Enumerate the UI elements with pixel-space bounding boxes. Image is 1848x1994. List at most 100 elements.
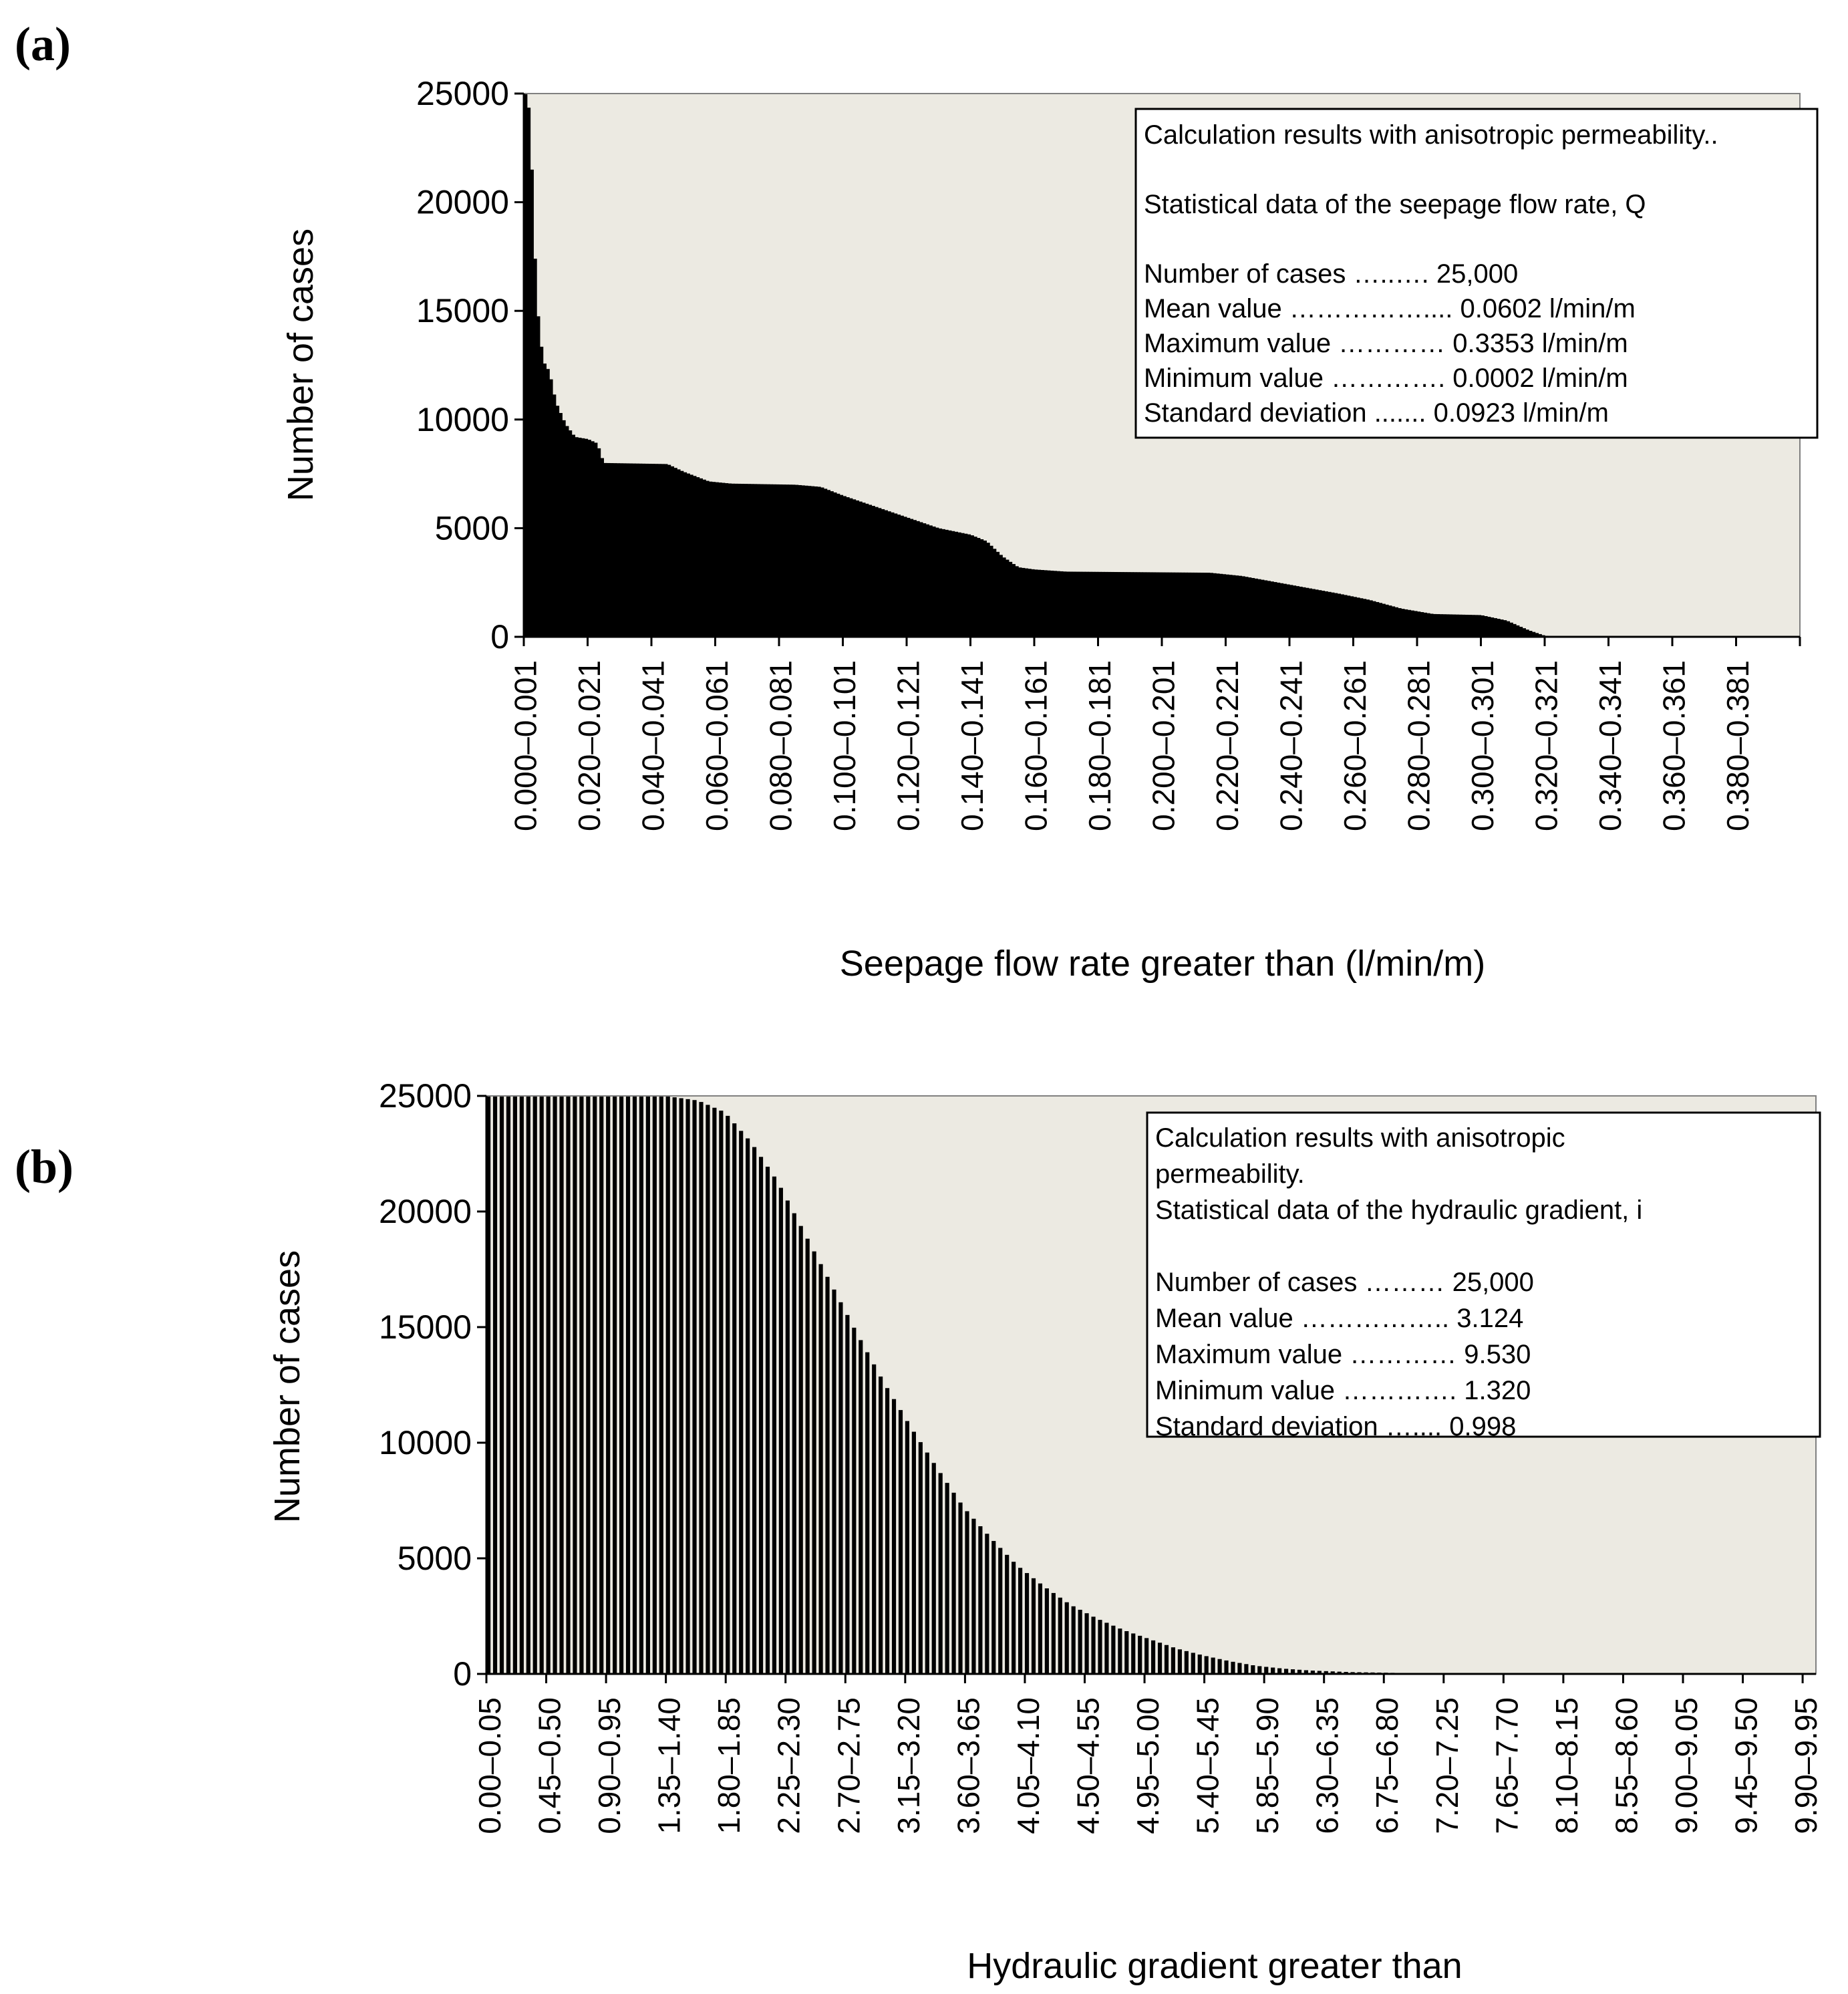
bar <box>1165 572 1169 637</box>
bar <box>1391 606 1396 637</box>
bar <box>859 1340 863 1674</box>
bar <box>718 482 722 637</box>
bar <box>1344 595 1348 637</box>
bar <box>1292 585 1297 637</box>
bar <box>965 1511 969 1674</box>
y-tick-label: 15000 <box>416 292 509 329</box>
bar <box>838 1302 843 1674</box>
bar <box>1005 1554 1010 1674</box>
bar <box>722 482 726 637</box>
bar <box>543 364 547 637</box>
bar <box>1500 619 1504 637</box>
bar <box>868 505 873 637</box>
bar <box>967 534 971 637</box>
bar <box>893 513 898 637</box>
bar <box>798 1226 803 1675</box>
bar <box>619 1096 624 1674</box>
bar <box>1312 589 1316 637</box>
bar <box>1197 572 1201 637</box>
bar <box>778 1187 783 1674</box>
bar <box>1037 569 1042 637</box>
bar <box>1181 572 1185 637</box>
panel-label-a: (a) <box>15 17 71 71</box>
bar <box>992 549 997 637</box>
bar <box>575 437 579 637</box>
bar <box>619 463 623 637</box>
bar <box>1209 573 1214 637</box>
bar <box>938 1473 943 1674</box>
y-ticks-a: 25000 20000 15000 10000 5000 0 <box>416 75 524 656</box>
bar <box>1231 1661 1235 1674</box>
bar <box>1126 572 1130 637</box>
bar <box>638 463 643 637</box>
bar <box>951 1492 956 1674</box>
bar <box>1152 572 1157 637</box>
bar <box>486 1096 491 1674</box>
bar <box>607 462 611 637</box>
bar <box>635 463 639 637</box>
legend-line: Minimum value …………. 1.320 <box>1155 1376 1531 1405</box>
x-tick-label: 2.25–2.30 <box>772 1697 806 1834</box>
x-tick-label: 9.45–9.50 <box>1729 1697 1764 1834</box>
bar <box>758 1157 764 1674</box>
bar <box>872 1364 877 1674</box>
bar <box>1426 613 1430 637</box>
bar <box>632 463 636 637</box>
bar <box>1072 571 1076 637</box>
bar <box>945 529 949 637</box>
bar <box>1118 1628 1122 1674</box>
y-tick-label: 25000 <box>416 75 509 112</box>
bar <box>905 1421 910 1674</box>
bar <box>1050 570 1054 637</box>
bar <box>1191 1653 1195 1674</box>
bar <box>961 533 965 637</box>
bar <box>1277 1668 1282 1674</box>
bar <box>613 1096 617 1674</box>
bar <box>1297 1669 1302 1674</box>
bar <box>985 1534 989 1674</box>
bar <box>887 511 891 637</box>
legend-line: Number of cases …..…. 25,000 <box>1144 259 1518 289</box>
bar <box>1362 599 1367 637</box>
bar <box>1350 596 1354 637</box>
bar <box>922 523 927 637</box>
bar <box>1144 1638 1149 1674</box>
bar <box>1251 1665 1255 1674</box>
bar <box>1538 633 1542 637</box>
bar <box>1375 601 1380 637</box>
bar <box>776 484 780 637</box>
x-tick-label: 0.00–0.05 <box>472 1697 507 1834</box>
bar <box>708 481 713 637</box>
bar <box>846 497 850 637</box>
bar <box>1337 593 1342 637</box>
bar <box>929 525 933 637</box>
bar <box>492 1096 498 1674</box>
bar <box>941 529 945 637</box>
bar <box>852 1327 857 1674</box>
x-tick-label: 1.80–1.85 <box>712 1697 746 1834</box>
bar <box>1340 594 1344 637</box>
bar <box>1024 568 1029 637</box>
bar <box>562 420 566 637</box>
bar <box>859 501 863 637</box>
y-tick-label: 5000 <box>398 1540 472 1577</box>
bar <box>1271 1667 1275 1674</box>
bar <box>679 1098 683 1674</box>
legend-box-b <box>1146 1111 1821 1438</box>
bar <box>651 464 655 637</box>
x-tick-label: 5.85–5.90 <box>1250 1697 1285 1834</box>
bars-b <box>486 1096 1754 1675</box>
bar <box>571 434 576 637</box>
bar <box>804 485 808 637</box>
bar <box>1484 616 1488 637</box>
bar <box>606 1096 611 1674</box>
bar <box>772 1176 777 1674</box>
bar <box>734 483 738 637</box>
bar <box>1162 572 1166 637</box>
x-tick-label: 8.10–8.15 <box>1549 1697 1584 1834</box>
bar <box>1442 614 1446 637</box>
bar <box>1366 599 1370 637</box>
bar <box>578 438 582 637</box>
bar <box>818 1264 823 1674</box>
x-tick-label: 0.220–0.221 <box>1210 660 1245 831</box>
